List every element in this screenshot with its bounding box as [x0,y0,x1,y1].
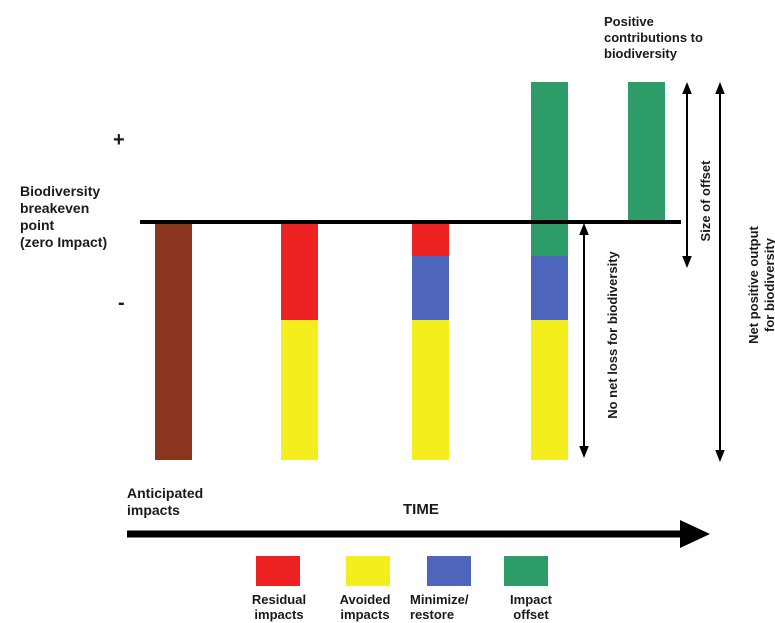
anticipated-impacts-bar [155,222,192,460]
minus-sign: - [118,292,125,314]
legend-label-offset: Impact offset [510,592,552,622]
bar2-residual-segment [281,222,318,320]
time-label: TIME [403,501,439,518]
bar3-avoided-segment [412,320,449,460]
bar3-minimize-segment [412,256,449,320]
net-positive-label: Net positive output for biodiversity [746,226,775,344]
legend-swatch-offset [504,556,548,586]
bar4-minimize-segment [531,256,568,320]
legend-label-residual: Residual impacts [251,592,307,622]
bar2-avoided-segment [281,320,318,460]
bar4-avoided-segment [531,320,568,460]
legend-swatch-minimize [427,556,471,586]
positive-contribution-bar [628,82,665,222]
anticipated-impacts-label: Anticipated impacts [127,485,204,518]
breakeven-label: Biodiversity breakeven point (zero Impac… [20,183,108,250]
legend-label-minimize: Minimize/ restore [410,592,469,622]
legend-swatch-avoided [346,556,390,586]
bar3-residual-segment [412,222,449,256]
legend-swatch-residual [256,556,300,586]
no-net-loss-label: No net loss for biodiversity [605,251,620,419]
plus-sign: + [113,129,125,151]
size-of-offset-label: Size of offset [698,160,713,242]
bar4-offset-segment [531,82,568,256]
legend-label-avoided: Avoided impacts [339,592,391,622]
positive-contributions-label: Positive contributions to biodiversity [604,14,703,61]
time-arrow-head [680,520,710,548]
